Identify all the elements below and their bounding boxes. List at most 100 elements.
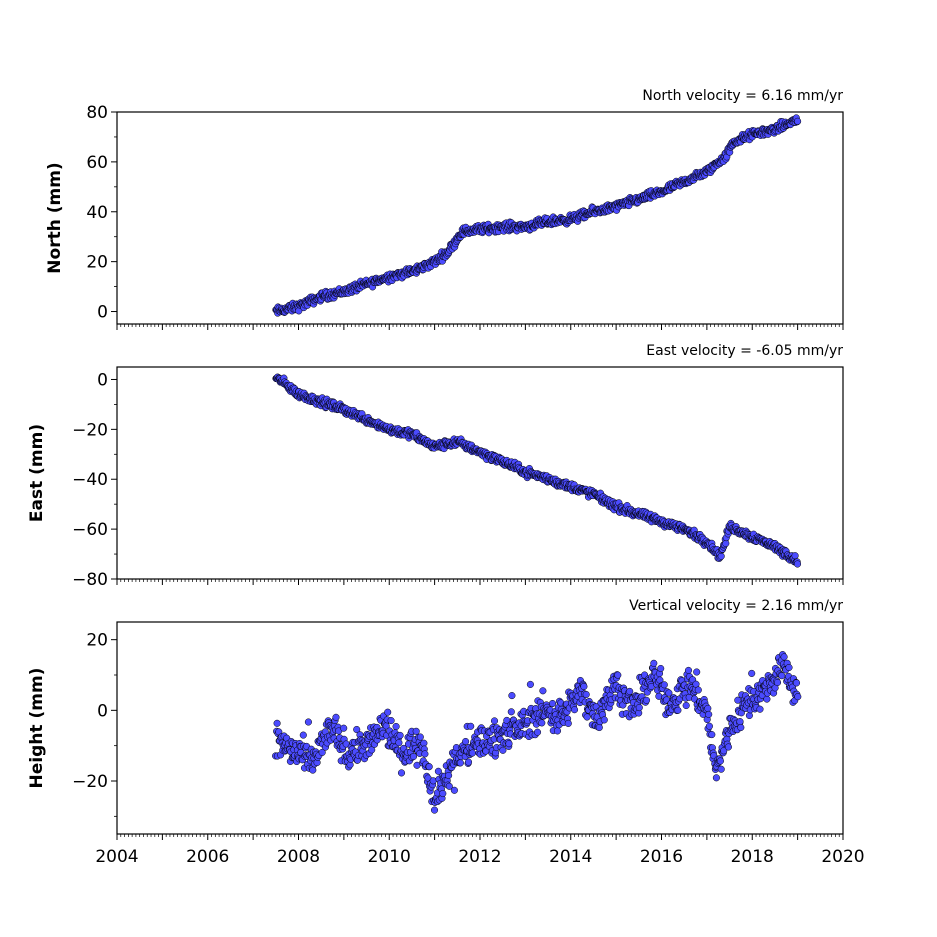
data-point [660, 681, 668, 689]
y-tick-label: 20 [86, 631, 108, 651]
data-point [694, 686, 702, 694]
east-ticks: 0 −20 −40 −60 −80 [72, 370, 844, 590]
north-points [272, 114, 802, 317]
data-point [614, 671, 622, 679]
data-point [450, 786, 458, 794]
x-tick-label: 2014 [549, 847, 592, 867]
x-tick-label: 2012 [458, 847, 501, 867]
data-point [445, 782, 453, 790]
data-point [693, 668, 701, 676]
data-point [539, 687, 547, 695]
y-tick-label: 40 [86, 203, 108, 223]
data-point [467, 722, 475, 730]
x-tick-label: 2020 [821, 847, 864, 867]
data-point [538, 719, 546, 727]
data-point [716, 757, 724, 765]
data-point [717, 765, 725, 773]
north-y-axis-label: North (mm) [45, 162, 65, 273]
y-tick-label: 0 [97, 303, 108, 323]
data-point [792, 679, 801, 687]
y-tick-label: 0 [97, 370, 108, 390]
data-point [626, 687, 634, 695]
data-point [384, 708, 392, 716]
north-velocity-title: North velocity = 6.16 mm/yr [642, 88, 843, 104]
data-point [708, 731, 716, 739]
data-point [548, 699, 557, 708]
data-point [456, 759, 464, 767]
data-point [773, 678, 782, 687]
data-point [704, 704, 712, 712]
height-ticks: −20 0 20 2004 2006 2008 2010 2012 2014 2016 2018 20… [72, 631, 865, 867]
y-tick-label: −80 [72, 570, 108, 590]
data-point [642, 696, 651, 704]
height-y-axis-label: Height (mm) [27, 668, 47, 789]
data-point [508, 692, 516, 700]
data-point [674, 706, 682, 714]
data-point [318, 748, 326, 756]
data-point [397, 769, 406, 777]
data-point [368, 746, 376, 754]
data-point [299, 731, 307, 739]
data-point [416, 733, 424, 741]
data-point [737, 723, 745, 732]
data-point [763, 695, 771, 703]
data-point [778, 672, 786, 680]
data-point [309, 766, 317, 774]
y-tick-label: −20 [72, 772, 108, 792]
data-point [712, 774, 720, 782]
data-point [717, 552, 725, 560]
data-point [533, 728, 542, 736]
data-point [793, 560, 802, 568]
data-point [434, 767, 442, 775]
data-point [412, 727, 420, 735]
data-point [635, 704, 643, 712]
data-point [526, 680, 534, 688]
data-point [395, 739, 403, 747]
data-point [724, 743, 732, 751]
data-point [507, 708, 515, 716]
east-points [272, 373, 802, 568]
y-tick-label: 60 [86, 153, 108, 173]
data-point [409, 752, 418, 761]
data-point [392, 722, 400, 731]
data-point [396, 731, 404, 739]
x-tick-label: 2016 [640, 847, 683, 867]
north-ticks: 0 20 40 60 80 [86, 103, 844, 330]
data-point [304, 718, 312, 726]
data-point [445, 771, 453, 780]
data-point [657, 664, 665, 673]
data-point [794, 693, 802, 701]
east-plot-frame [116, 366, 844, 580]
data-point [600, 716, 608, 724]
vertical-velocity-title: Vertical velocity = 2.16 mm/yr [629, 598, 843, 614]
data-point [464, 758, 473, 766]
data-point [720, 747, 728, 755]
x-tick-label: 2018 [731, 847, 774, 867]
data-point [705, 722, 713, 730]
data-point [655, 692, 663, 700]
data-point [595, 723, 603, 732]
y-tick-label: 80 [86, 103, 108, 123]
y-tick-label: −40 [72, 470, 108, 490]
data-point [748, 669, 756, 677]
data-point [736, 718, 744, 726]
data-point [505, 740, 513, 748]
y-tick-label: −60 [72, 520, 108, 540]
x-tick-label: 2010 [368, 847, 411, 867]
height-panel: −20 0 20 2004 2006 2008 2010 2012 2014 2016 2018 20… [27, 598, 865, 867]
data-point [570, 706, 579, 714]
data-point [490, 717, 499, 725]
data-point [791, 552, 799, 560]
data-point [468, 749, 476, 757]
data-point [425, 763, 433, 771]
data-point [665, 689, 673, 697]
data-point [583, 713, 591, 721]
data-point [499, 746, 507, 754]
data-point [780, 653, 788, 661]
height-points [272, 651, 802, 814]
data-point [387, 717, 395, 725]
data-point [421, 750, 429, 758]
data-point [439, 789, 447, 798]
x-tick-label: 2004 [95, 847, 138, 867]
east-panel: 0 −20 −40 −60 −80 East velocity = -6.05 mm/y… [27, 343, 844, 590]
